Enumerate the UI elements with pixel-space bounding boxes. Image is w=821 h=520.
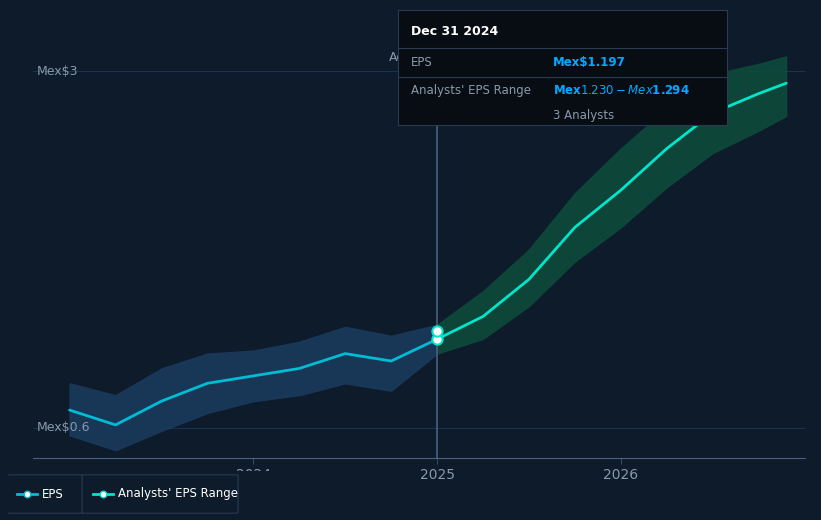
FancyBboxPatch shape [7, 475, 85, 513]
Text: Dec 31 2024: Dec 31 2024 [411, 25, 498, 38]
Text: EPS: EPS [42, 488, 63, 500]
Point [21, 490, 34, 498]
Point [97, 490, 110, 498]
Point [430, 327, 443, 335]
Text: Mex$0.6: Mex$0.6 [36, 421, 90, 434]
FancyBboxPatch shape [82, 475, 238, 513]
Text: Actual: Actual [388, 51, 428, 64]
Text: Analysts' EPS Range: Analysts' EPS Range [411, 84, 531, 97]
Text: Mex$3: Mex$3 [36, 65, 78, 78]
Text: Mex$1.197: Mex$1.197 [553, 56, 626, 69]
Text: Mex$1.230 - Mex$1.294: Mex$1.230 - Mex$1.294 [553, 84, 690, 97]
Text: Analysts' EPS Range: Analysts' EPS Range [118, 488, 238, 500]
Text: EPS: EPS [411, 56, 433, 69]
Text: 3 Analysts: 3 Analysts [553, 109, 614, 122]
Text: Analysts Forecasts: Analysts Forecasts [447, 51, 562, 64]
Point [430, 335, 443, 343]
